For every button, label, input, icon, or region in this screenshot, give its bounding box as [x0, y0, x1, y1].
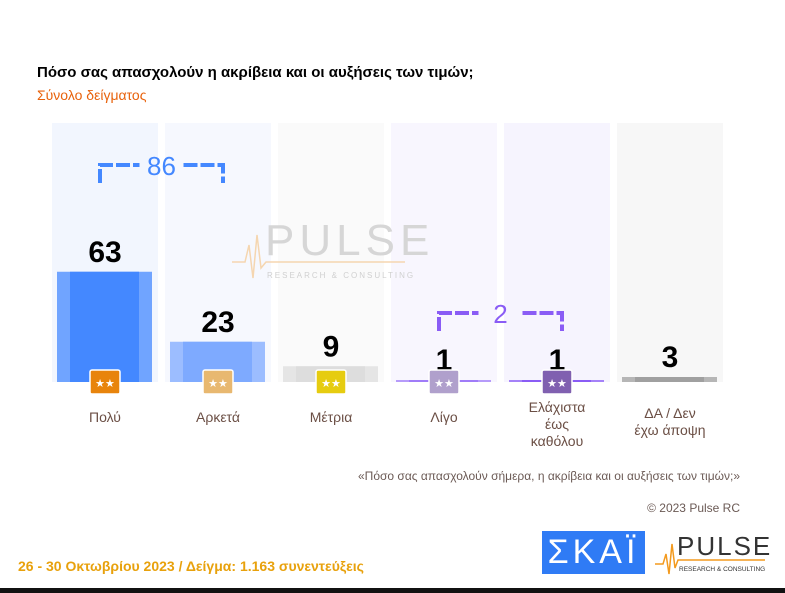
star-glyphs: ★★: [434, 378, 454, 390]
category-label: έχω άποψη: [634, 422, 705, 438]
rating-stars-icon: [202, 369, 234, 395]
category-label: έως: [545, 416, 569, 432]
bar-core: [635, 377, 704, 382]
data-label: 3: [662, 341, 679, 374]
survey-footer: 26 - 30 Οκτωβρίου 2023 / Δείγμα: 1.163 σ…: [18, 558, 364, 574]
column-panel: [504, 123, 610, 382]
rating-stars-icon: [89, 369, 121, 395]
star-glyphs: ★★: [208, 378, 228, 390]
rating-stars-icon: [315, 369, 347, 395]
question-note: «Πόσο σας απασχολούν σήμερα, η ακρίβεια …: [357, 469, 740, 483]
star-glyphs: ★★: [95, 378, 115, 390]
rating-stars-icon: [541, 369, 573, 395]
category-label: Μέτρια: [310, 409, 353, 425]
watermark-subtext: RESEARCH & CONSULTING: [267, 271, 415, 280]
category-label: Ελάχιστα: [529, 399, 586, 415]
rating-stars-icon: [428, 369, 460, 395]
data-label: 23: [201, 306, 234, 339]
column-panel: [391, 123, 497, 382]
category-label: Λίγο: [430, 409, 457, 425]
column-panel: [617, 123, 723, 382]
category-label: ΔΑ / Δεν: [644, 405, 695, 421]
data-label: 1: [436, 344, 453, 377]
svg-text:PULSE: PULSE: [677, 531, 772, 561]
group-bracket: [437, 311, 564, 331]
category-label: Πολύ: [89, 409, 121, 425]
star-glyphs: ★★: [321, 378, 341, 390]
star-glyphs: ★★: [547, 378, 567, 390]
data-label: 63: [88, 236, 121, 269]
bar-core: [70, 271, 139, 382]
group-bracket: [98, 163, 225, 183]
column-panel: [278, 123, 384, 382]
watermark-pulse-line: [232, 234, 405, 279]
skai-logo: ΣΚΑΪ: [542, 531, 645, 574]
copyright: © 2023 Pulse RC: [647, 501, 740, 515]
chart-subtitle: Σύνολο δείγματος: [37, 87, 147, 103]
chart-title: Πόσο σας απασχολούν η ακρίβεια και οι αυ…: [37, 64, 474, 81]
bottom-rule: [0, 588, 785, 593]
pulse-logo: PULSE RESEARCH & CONSULTING: [655, 531, 772, 575]
group-total-label: 86: [147, 151, 176, 181]
category-label: καθόλου: [531, 433, 583, 449]
data-label: 1: [549, 344, 566, 377]
data-label: 9: [323, 330, 340, 363]
group-total-label: 2: [493, 299, 507, 329]
svg-text:RESEARCH & CONSULTING: RESEARCH & CONSULTING: [679, 566, 765, 573]
watermark-text: PULSE: [265, 216, 434, 265]
category-label: Αρκετά: [196, 409, 240, 425]
